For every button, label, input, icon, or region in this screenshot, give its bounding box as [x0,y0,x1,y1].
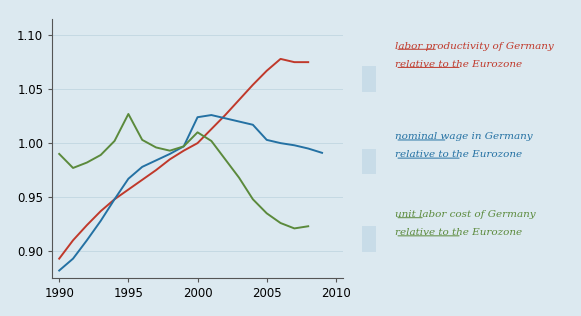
Text: unit labor cost of Germany: unit labor cost of Germany [395,210,536,219]
Text: labor productivity of Germany: labor productivity of Germany [395,42,554,51]
Bar [362,149,376,174]
Bar [362,226,376,252]
Text: relative to the Eurozone: relative to the Eurozone [395,60,522,69]
Bar [362,66,376,92]
Text: relative to the Eurozone: relative to the Eurozone [395,228,522,237]
Text: relative to the Eurozone: relative to the Eurozone [395,150,522,160]
Text: nominal wage in Germany: nominal wage in Germany [395,132,533,141]
